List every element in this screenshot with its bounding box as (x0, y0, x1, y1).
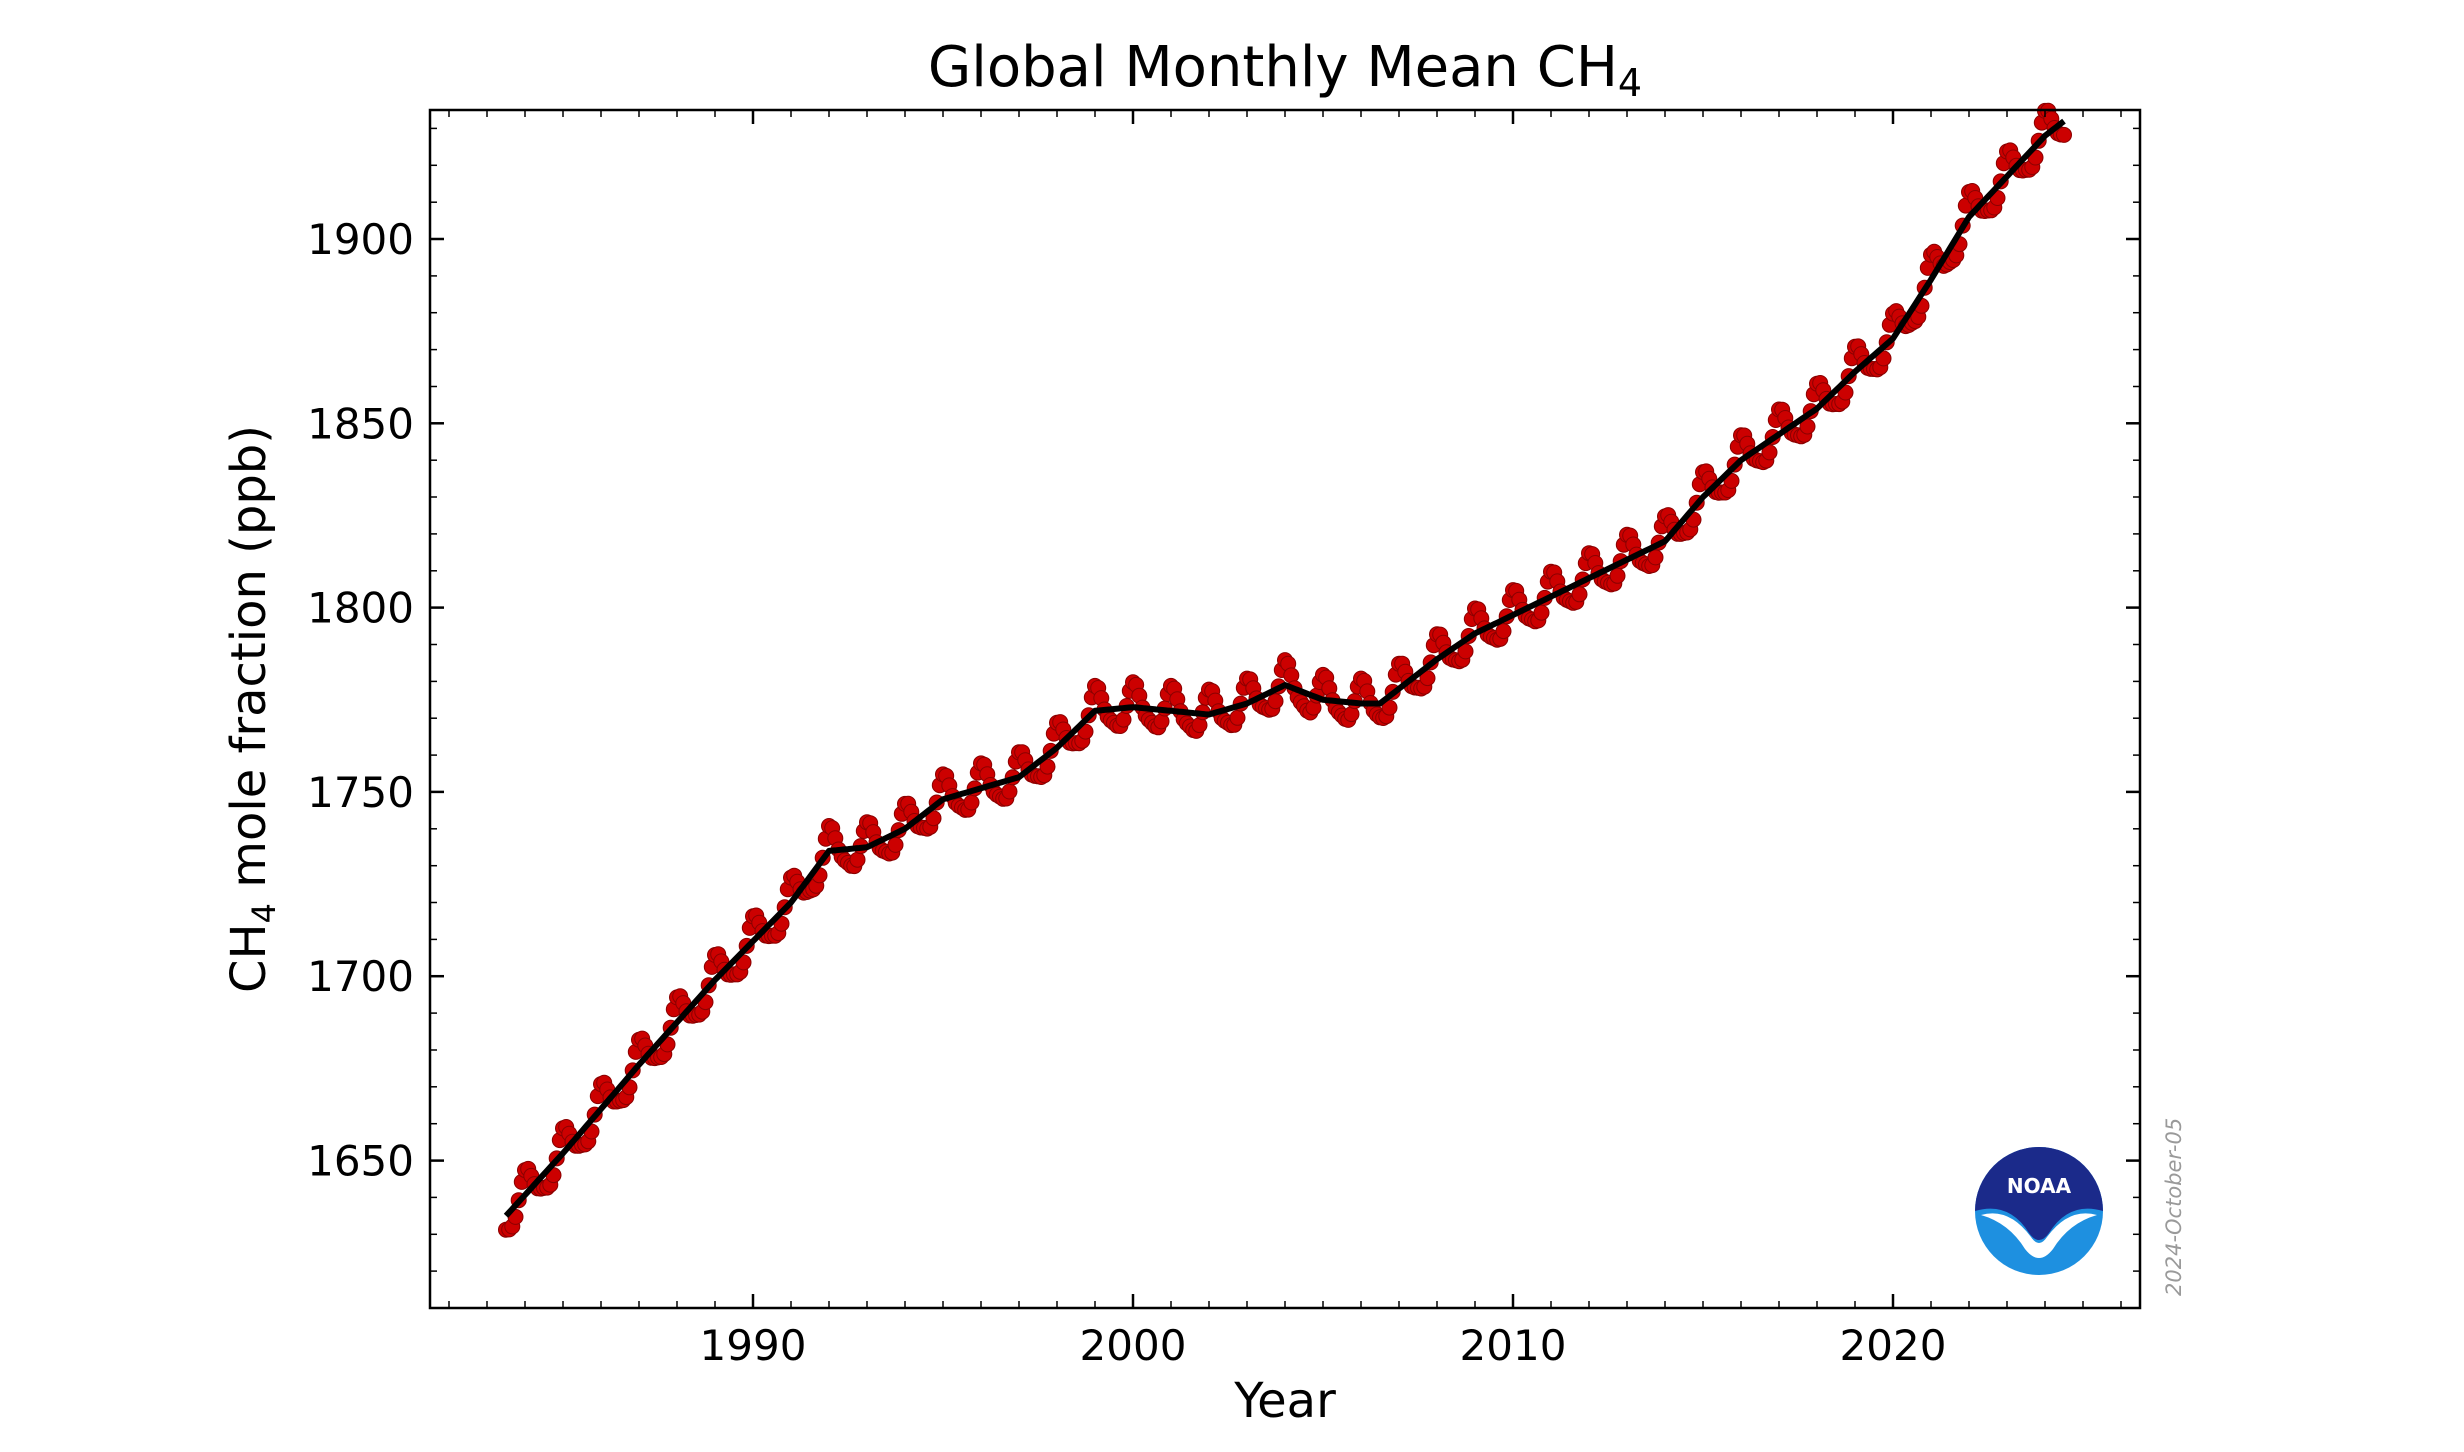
monthly-mean-point (1343, 706, 1360, 723)
monthly-mean-point (1039, 758, 1056, 775)
y-axis-label: CH4 mole fraction (ppb) (221, 425, 283, 993)
monthly-mean-point (925, 810, 942, 827)
monthly-mean-point (1229, 709, 1246, 726)
monthly-mean-point (1381, 699, 1398, 716)
noaa-logo-text: NOAA (2007, 1174, 2072, 1198)
monthly-mean-point (1647, 549, 1664, 566)
monthly-mean-point (1457, 643, 1474, 660)
y-tick-label: 1900 (307, 215, 414, 264)
monthly-mean-point (1001, 783, 1018, 800)
monthly-mean-point (849, 851, 866, 868)
monthly-mean-point (1875, 350, 1892, 367)
x-axis-label: Year (1233, 1373, 1336, 1429)
monthly-mean-point (1495, 623, 1512, 640)
chart-title-text: Global Monthly Mean CH (928, 35, 1618, 100)
x-tick-label: 2000 (1080, 1321, 1187, 1370)
noaa-logo-bird (1981, 1213, 2097, 1258)
x-tick-label: 1990 (700, 1321, 807, 1370)
noaa-logo-top (1975, 1147, 2103, 1240)
chart-title-subscript: 4 (1618, 61, 1642, 105)
y-axis-label-text: CH (221, 923, 277, 993)
monthly-mean-point (887, 836, 904, 853)
monthly-mean-point (1571, 586, 1588, 603)
monthly-mean-point (1761, 444, 1778, 461)
x-tick-label: 2020 (1840, 1321, 1947, 1370)
monthly-mean-point (1609, 567, 1626, 584)
chart-title: Global Monthly Mean CH4 (928, 35, 1642, 105)
y-tick-label: 1700 (307, 952, 414, 1001)
y-tick-label: 1800 (307, 584, 414, 633)
y-axis-label-suffix: mole fraction (ppb) (221, 425, 277, 903)
monthly-mean-point (1115, 711, 1132, 728)
noaa-logo: NOAA (1975, 1147, 2103, 1275)
monthly-mean-point (1799, 418, 1816, 435)
trend-line-path (503, 118, 2066, 1218)
y-tick-label: 1650 (307, 1137, 414, 1186)
x-tick-label: 2010 (1460, 1321, 1567, 1370)
monthly-mean-point (963, 794, 980, 811)
axis-ticks: 1990 2000 2010 2020 1650 1700 1750 1800 1850 1900 (307, 110, 2140, 1370)
date-stamp: 2024-October-05 (2162, 1118, 2186, 1296)
plot-area (430, 110, 2140, 1308)
monthly-mean-point (1533, 604, 1550, 621)
y-tick-label: 1750 (307, 768, 414, 817)
y-axis-label-subscript: 4 (245, 903, 283, 923)
monthly-mean-point (2056, 126, 2072, 143)
monthly-mean-point (1267, 693, 1284, 710)
trend-line (503, 118, 2066, 1218)
y-tick-label: 1850 (307, 399, 414, 448)
monthly-mean-point (1419, 670, 1436, 687)
